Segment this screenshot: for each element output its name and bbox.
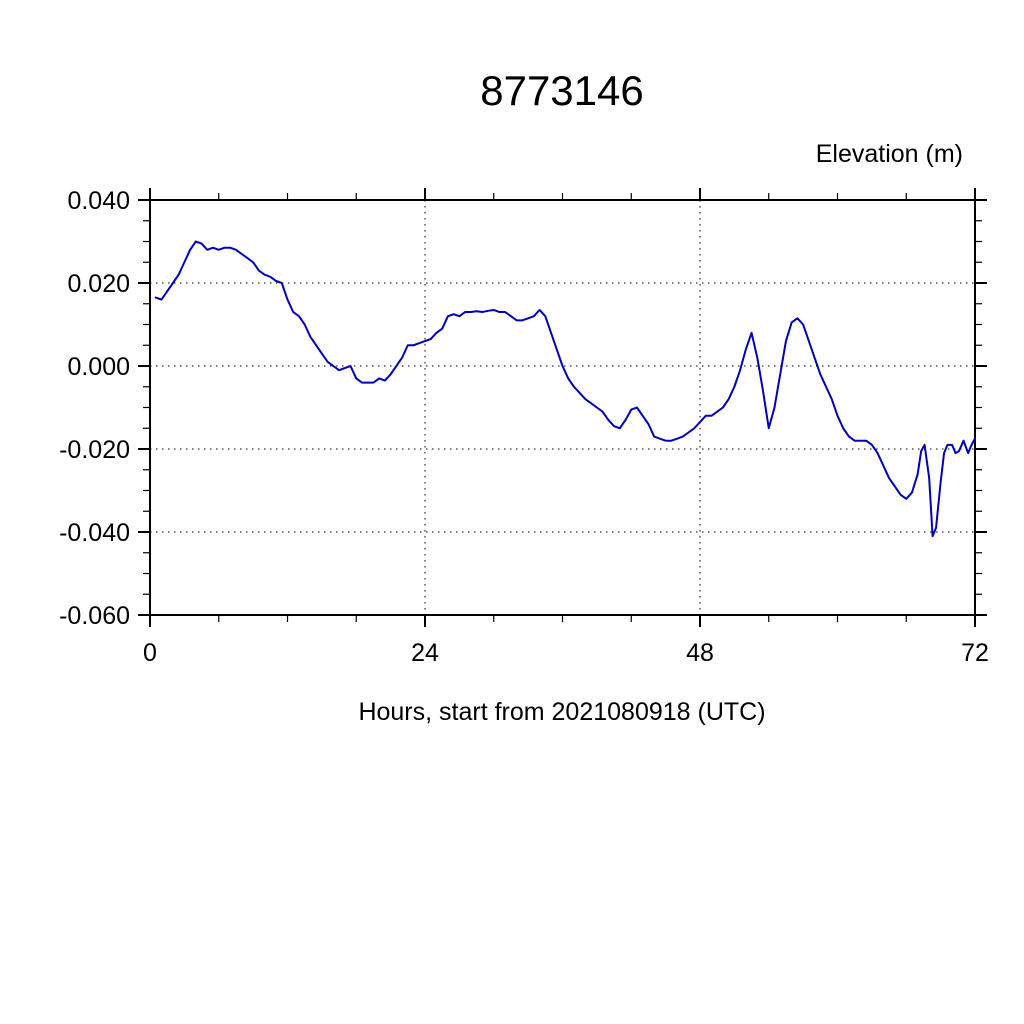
- axis-ticks: [138, 188, 987, 627]
- y-tick-label: -0.020: [59, 436, 130, 464]
- chart-title: 8773146: [480, 67, 644, 114]
- data-line: [154, 240, 976, 538]
- y-tick-label: 0.000: [67, 353, 130, 381]
- x-tick-label: 24: [411, 639, 439, 667]
- y-tick-label: -0.040: [59, 519, 130, 547]
- plot-frame: [149, 199, 976, 616]
- y-tick-label: -0.060: [59, 602, 130, 630]
- x-axis-label: Hours, start from 2021080918 (UTC): [358, 698, 765, 726]
- x-tick-label: 0: [143, 639, 157, 667]
- y-tick-label: 0.020: [67, 270, 130, 298]
- y-tick-label: 0.040: [67, 187, 130, 215]
- x-tick-label: 72: [961, 639, 989, 667]
- y-axis-label: Elevation (m): [816, 140, 963, 168]
- x-tick-label: 48: [686, 639, 714, 667]
- tick-labels: 0 24 48 72 0.040 0.020 0.000 -0.020 -0.040 -0.060: [59, 187, 989, 667]
- gridlines: [150, 200, 975, 615]
